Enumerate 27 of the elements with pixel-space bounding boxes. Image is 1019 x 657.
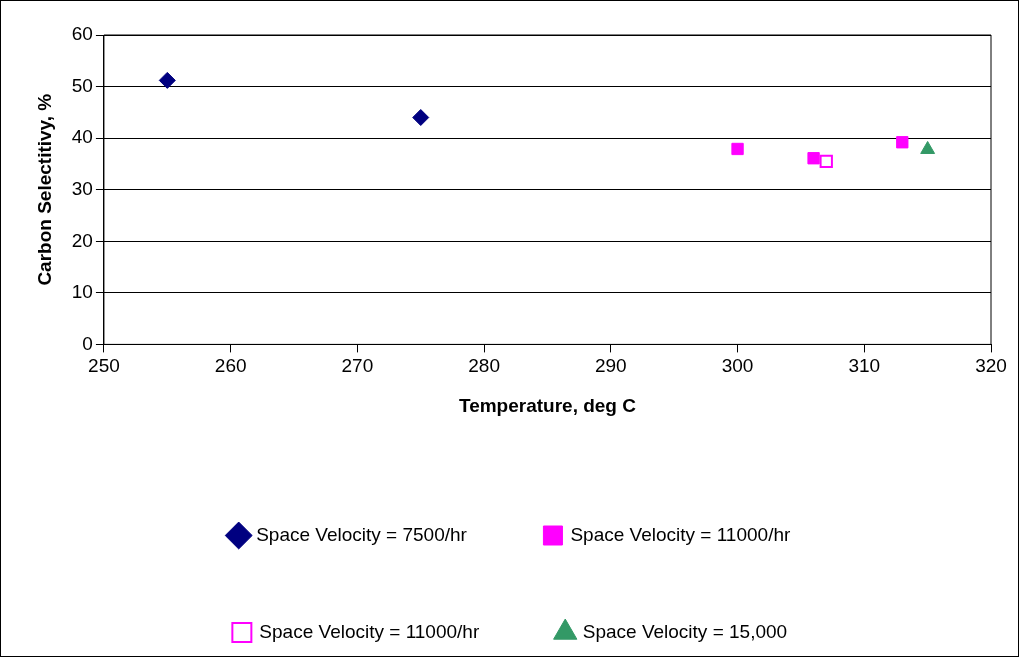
y-tick-label: 50 (71, 74, 93, 96)
point (731, 142, 744, 156)
x-tick-label: 290 (594, 355, 627, 377)
legend-label: Space Velocity = 15,000 (582, 620, 788, 642)
point (412, 109, 430, 127)
x-axis-title: Temperature, deg C (458, 394, 637, 416)
y-tick-label: 60 (71, 23, 93, 45)
legend-label: Space Velocity = 11000/hr (570, 523, 791, 545)
y-tick-label: 10 (71, 281, 93, 303)
point (807, 152, 820, 165)
y-tick-label: 0 (82, 332, 93, 354)
y-axis-title: Carbon Selectitivy, % (33, 93, 55, 286)
x-tick-label: 260 (214, 355, 247, 377)
point (158, 71, 176, 89)
legend-label: Space Velocity = 7500/hr (256, 523, 468, 545)
y-tick-label: 20 (71, 229, 93, 251)
point (819, 154, 833, 168)
x-tick-label: 320 (975, 355, 1007, 377)
x-tick-label: 250 (88, 355, 120, 377)
y-tick-label: 40 (71, 126, 93, 148)
y-tick-label: 30 (71, 177, 93, 199)
x-tick-label: 270 (341, 355, 374, 377)
x-tick-label: 310 (848, 355, 881, 377)
x-tick-label: 300 (721, 355, 754, 377)
x-tick-label: 280 (468, 355, 500, 377)
point (896, 136, 909, 149)
legend-label: Space Velocity = 11000/hr (259, 620, 480, 642)
